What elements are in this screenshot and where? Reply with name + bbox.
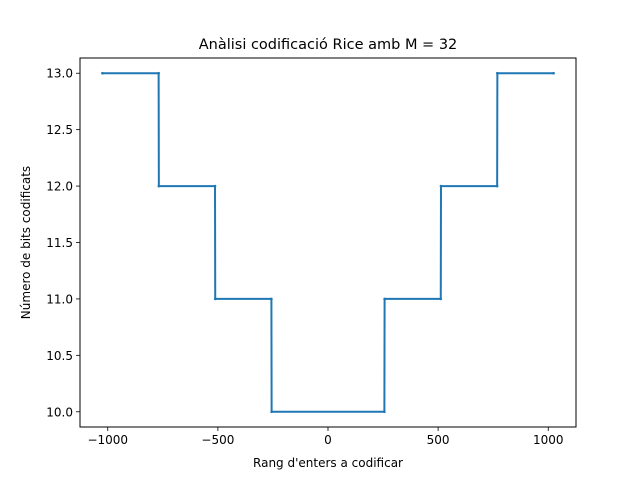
y-tick-label: 12.0 — [46, 180, 73, 194]
y-tick-label: 10.0 — [46, 405, 73, 419]
x-axis: −1000 −500 0 500 1000 — [87, 427, 564, 447]
data-point — [213, 184, 217, 188]
series-line — [101, 72, 555, 413]
x-tick-label: −500 — [201, 433, 234, 447]
data-point — [270, 297, 273, 301]
chart-title: Anàlisi codificació Rice amb M = 32 — [199, 37, 458, 53]
y-tick-label: 11.5 — [46, 236, 73, 250]
x-tick-label: −1000 — [87, 433, 128, 447]
x-tick-label: 1000 — [533, 433, 564, 447]
plot-frame — [79, 57, 577, 428]
y-axis-label: Número de bits codificats — [19, 166, 33, 319]
data-point — [383, 410, 386, 414]
plot-area — [101, 71, 555, 414]
data-point — [495, 184, 499, 188]
data-point — [439, 297, 443, 301]
x-tick-label: 500 — [427, 433, 450, 447]
y-tick-label: 12.5 — [46, 123, 73, 137]
data-point — [552, 71, 555, 75]
x-axis-label: Rang d'enters a codificar — [253, 456, 403, 470]
y-tick-label: 13.0 — [46, 67, 73, 81]
data-point — [496, 71, 499, 75]
y-axis: 10.0 10.5 11.0 11.5 12.0 12.5 13.0 — [46, 67, 80, 419]
data-point — [383, 297, 386, 301]
data-point — [213, 297, 217, 301]
data-point — [157, 71, 160, 75]
data-point — [157, 184, 161, 188]
x-tick-label: 0 — [324, 433, 332, 447]
data-point — [270, 410, 273, 414]
y-tick-label: 11.0 — [46, 292, 73, 306]
data-point — [439, 184, 443, 188]
y-tick-label: 10.5 — [46, 349, 73, 363]
data-point — [101, 71, 104, 75]
